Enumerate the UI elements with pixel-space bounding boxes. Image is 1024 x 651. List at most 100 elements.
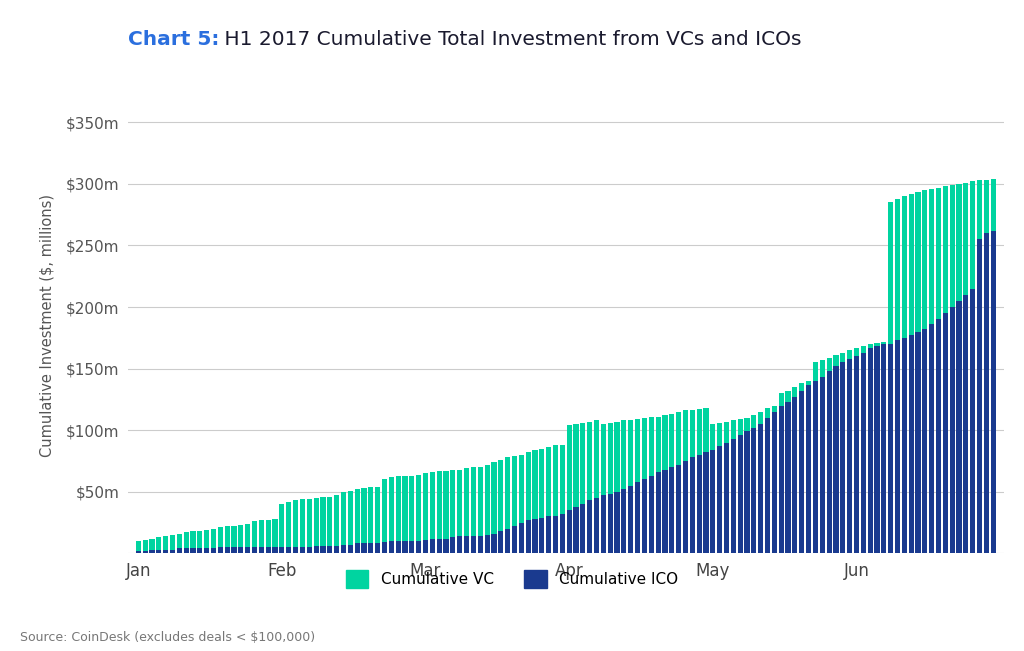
Bar — [690, 411, 695, 553]
Bar — [410, 476, 415, 553]
Bar — [512, 456, 517, 553]
Bar — [990, 179, 995, 553]
Bar — [532, 450, 538, 553]
Bar — [334, 546, 339, 553]
Bar — [752, 428, 757, 553]
Text: Chart 5:: Chart 5: — [128, 30, 219, 49]
Bar — [307, 547, 312, 553]
Bar — [477, 536, 483, 553]
Bar — [785, 402, 791, 553]
Bar — [177, 534, 182, 553]
Bar — [157, 537, 162, 553]
Bar — [499, 460, 504, 553]
Bar — [826, 357, 831, 553]
Bar — [752, 415, 757, 553]
Bar — [512, 526, 517, 553]
Bar — [929, 189, 934, 553]
Bar — [731, 439, 736, 553]
Bar — [841, 353, 846, 553]
Bar — [505, 457, 510, 553]
Bar — [949, 185, 954, 553]
Bar — [854, 356, 859, 553]
Bar — [231, 526, 237, 553]
Bar — [758, 411, 763, 553]
Bar — [977, 180, 982, 553]
Bar — [354, 490, 359, 553]
Bar — [477, 467, 483, 553]
Bar — [286, 547, 291, 553]
Bar — [245, 524, 250, 553]
Bar — [819, 360, 824, 553]
Bar — [696, 455, 701, 553]
Bar — [142, 551, 147, 553]
Bar — [711, 424, 716, 553]
Bar — [984, 233, 989, 553]
Bar — [307, 499, 312, 553]
Bar — [142, 540, 147, 553]
Bar — [245, 547, 250, 553]
Bar — [218, 547, 223, 553]
Bar — [813, 381, 818, 553]
Bar — [908, 335, 913, 553]
Bar — [581, 504, 586, 553]
Bar — [984, 180, 989, 553]
Bar — [560, 445, 565, 553]
Bar — [731, 421, 736, 553]
Bar — [328, 546, 333, 553]
Bar — [956, 301, 962, 553]
Bar — [594, 421, 599, 553]
Bar — [231, 547, 237, 553]
Bar — [369, 487, 374, 553]
Bar — [635, 482, 640, 553]
Bar — [341, 492, 346, 553]
Bar — [943, 313, 948, 553]
Bar — [970, 182, 975, 553]
Bar — [348, 491, 353, 553]
Bar — [744, 432, 750, 553]
Bar — [566, 425, 571, 553]
Bar — [614, 422, 620, 553]
Bar — [382, 542, 387, 553]
Bar — [540, 449, 545, 553]
Bar — [546, 447, 551, 553]
Bar — [655, 417, 660, 553]
Bar — [560, 514, 565, 553]
Bar — [553, 516, 558, 553]
Bar — [382, 479, 387, 553]
Bar — [622, 421, 627, 553]
Bar — [395, 541, 400, 553]
Bar — [717, 446, 722, 553]
Bar — [566, 510, 571, 553]
Bar — [758, 424, 763, 553]
Bar — [211, 529, 216, 553]
Bar — [614, 492, 620, 553]
Bar — [451, 469, 456, 553]
Bar — [867, 348, 872, 553]
Bar — [765, 408, 770, 553]
Bar — [484, 465, 489, 553]
Bar — [778, 406, 783, 553]
Bar — [259, 547, 264, 553]
Bar — [908, 194, 913, 553]
Bar — [696, 409, 701, 553]
Bar — [573, 506, 579, 553]
Bar — [259, 520, 264, 553]
Bar — [334, 495, 339, 553]
Bar — [648, 417, 654, 553]
Bar — [676, 465, 681, 553]
Bar — [198, 531, 203, 553]
Bar — [321, 497, 326, 553]
Bar — [190, 531, 196, 553]
Bar — [410, 541, 415, 553]
Bar — [806, 385, 811, 553]
Bar — [581, 422, 586, 553]
Bar — [847, 350, 852, 553]
Bar — [423, 473, 428, 553]
Bar — [964, 183, 969, 553]
Bar — [799, 383, 804, 553]
Bar — [642, 418, 647, 553]
Bar — [451, 537, 456, 553]
Bar — [655, 472, 660, 553]
Bar — [211, 548, 216, 553]
Bar — [601, 495, 606, 553]
